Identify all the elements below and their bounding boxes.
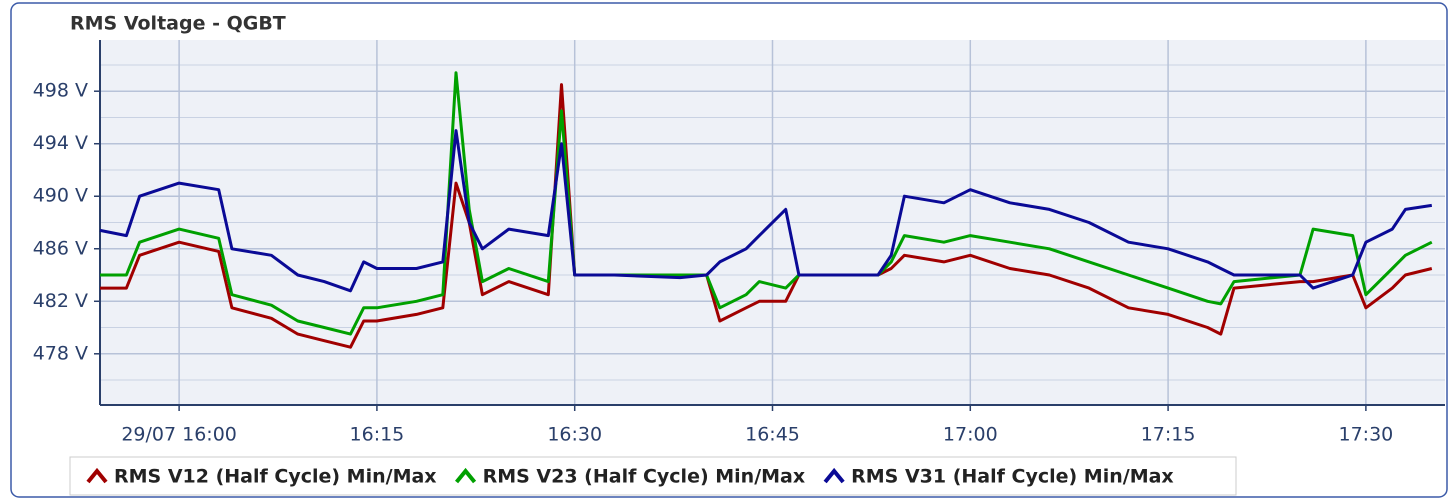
y-tick-label: 486 V xyxy=(33,237,88,259)
legend-label: RMS V23 (Half Cycle) Min/Max xyxy=(483,466,806,488)
y-tick-label: 478 V xyxy=(33,342,88,364)
x-tick-label: 29/07 16:00 xyxy=(121,424,237,446)
series-line xyxy=(99,129,1433,293)
y-tick-label: 494 V xyxy=(33,132,88,154)
y-tick-label: 498 V xyxy=(33,80,88,102)
legend-box xyxy=(69,456,1237,496)
legend-label: RMS V12 (Half Cycle) Min/Max xyxy=(114,466,437,488)
y-tick-label: 490 V xyxy=(33,185,88,207)
series-line xyxy=(100,83,1433,349)
x-tick-label: 16:45 xyxy=(745,424,800,446)
x-tick-label: 17:00 xyxy=(943,424,998,446)
x-tick-label: 16:30 xyxy=(547,424,602,446)
series-line xyxy=(100,71,1433,336)
x-tick-label: 17:30 xyxy=(1338,424,1393,446)
legend-marker xyxy=(455,467,477,484)
x-tick-label: 17:15 xyxy=(1141,424,1196,446)
legend-marker xyxy=(823,467,845,484)
legend-marker xyxy=(86,467,108,484)
y-tick-label: 482 V xyxy=(33,290,88,312)
chart-title: RMS Voltage - QGBT xyxy=(70,13,286,35)
x-tick-label: 16:15 xyxy=(350,424,405,446)
legend-label: RMS V31 (Half Cycle) Min/Max xyxy=(851,466,1174,488)
